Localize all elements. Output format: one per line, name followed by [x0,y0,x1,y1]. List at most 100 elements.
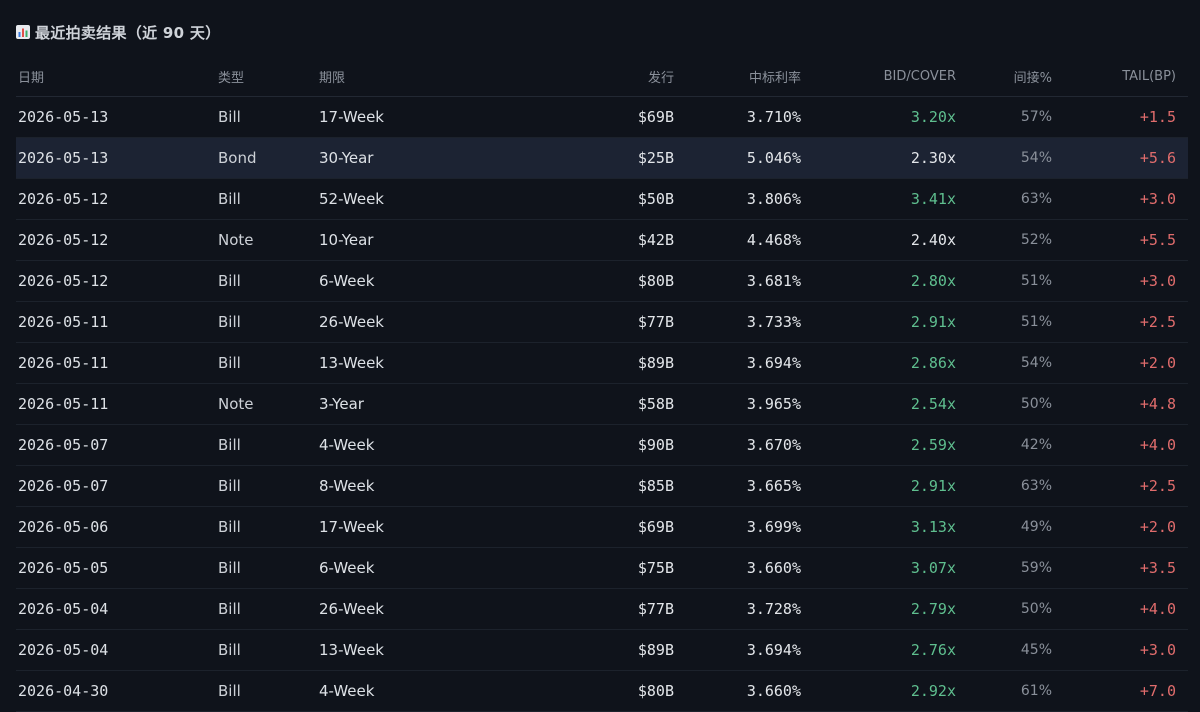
cell-term: 17-Week [319,506,471,548]
cell-rate: 3.733% [674,301,801,343]
cell-date: 2026-05-12 [16,178,218,220]
header-type[interactable]: 类型 [218,56,319,97]
cell-rate: 3.660% [674,547,801,589]
cell-date: 2026-05-06 [16,506,218,548]
cell-amount: $69B [471,506,674,548]
table-row[interactable]: 2026-04-30 Bill 4-Week $80B 3.660% 2.92x 61% +7… [16,670,1188,712]
cell-amount: $58B [471,383,674,425]
cell-rate: 3.694% [674,342,801,384]
table-row[interactable]: 2026-05-12 Bill 52-Week $50B 3.806% 3.41x 63% +… [16,178,1188,220]
cell-bid-cover: 2.80x [801,260,956,302]
cell-amount: $89B [471,629,674,671]
cell-rate: 3.728% [674,588,801,630]
cell-date: 2026-04-30 [16,670,218,712]
header-tail[interactable]: TAIL(BP) [1052,56,1188,97]
page-title-text: 最近拍卖结果（近 90 天） [35,23,221,42]
cell-date: 2026-05-13 [16,137,218,179]
table-row[interactable]: 2026-05-04 Bill 26-Week $77B 3.728% 2.79x 50% +… [16,588,1188,630]
cell-bid-cover: 3.13x [801,506,956,548]
cell-amount: $25B [471,137,674,179]
cell-type: Bill [218,588,319,630]
cell-term: 13-Week [319,629,471,671]
cell-tail: +4.8 [1052,383,1188,425]
header-indirect[interactable]: 间接% [956,56,1052,97]
cell-bid-cover: 2.30x [801,137,956,179]
cell-bid-cover: 2.86x [801,342,956,384]
table-row[interactable]: 2026-05-06 Bill 17-Week $69B 3.699% 3.13x 49% +… [16,506,1188,548]
cell-term: 4-Week [319,670,471,712]
cell-term: 6-Week [319,547,471,589]
cell-amount: $77B [471,588,674,630]
cell-term: 17-Week [319,96,471,138]
cell-rate: 3.660% [674,670,801,712]
cell-date: 2026-05-05 [16,547,218,589]
table-row[interactable]: 2026-05-12 Note 10-Year $42B 4.468% 2.40x 52% +… [16,219,1188,261]
cell-type: Bill [218,424,319,466]
cell-indirect: 63% [956,465,1052,507]
cell-amount: $42B [471,219,674,261]
cell-tail: +2.0 [1052,506,1188,548]
table-row[interactable]: 2026-05-13 Bill 17-Week $69B 3.710% 3.20x 57% +… [16,96,1188,138]
cell-type: Bill [218,547,319,589]
cell-amount: $89B [471,342,674,384]
table-row[interactable]: 2026-05-07 Bill 4-Week $90B 3.670% 2.59x 42% +4… [16,424,1188,466]
cell-bid-cover: 2.79x [801,588,956,630]
cell-date: 2026-05-04 [16,588,218,630]
cell-rate: 3.665% [674,465,801,507]
cell-date: 2026-05-07 [16,424,218,466]
cell-type: Bill [218,506,319,548]
cell-bid-cover: 3.41x [801,178,956,220]
cell-date: 2026-05-12 [16,219,218,261]
cell-term: 4-Week [319,424,471,466]
table-row[interactable]: 2026-05-05 Bill 6-Week $75B 3.660% 3.07x 59% +3… [16,547,1188,589]
cell-tail: +2.0 [1052,342,1188,384]
cell-rate: 5.046% [674,137,801,179]
cell-bid-cover: 2.92x [801,670,956,712]
cell-amount: $80B [471,260,674,302]
cell-rate: 3.670% [674,424,801,466]
header-term[interactable]: 期限 [319,56,471,97]
cell-tail: +4.0 [1052,424,1188,466]
table-row[interactable]: 2026-05-11 Bill 26-Week $77B 3.733% 2.91x 51% +… [16,301,1188,343]
cell-amount: $77B [471,301,674,343]
cell-type: Bill [218,260,319,302]
table-row[interactable]: 2026-05-11 Bill 13-Week $89B 3.694% 2.86x 54% +… [16,342,1188,384]
table-row[interactable]: 2026-05-07 Bill 8-Week $85B 3.665% 2.91x 63% +2… [16,465,1188,507]
cell-rate: 3.806% [674,178,801,220]
cell-tail: +3.0 [1052,178,1188,220]
table-row[interactable]: 2026-05-13 Bond 30-Year $25B 5.046% 2.30x 54% +… [16,137,1188,179]
cell-term: 13-Week [319,342,471,384]
header-amount[interactable]: 发行 [471,56,674,97]
table-row[interactable]: 2026-05-12 Bill 6-Week $80B 3.681% 2.80x 51% +3… [16,260,1188,302]
cell-term: 26-Week [319,588,471,630]
header-date[interactable]: 日期 [16,56,218,97]
cell-term: 30-Year [319,137,471,179]
cell-indirect: 51% [956,260,1052,302]
cell-tail: +3.0 [1052,260,1188,302]
cell-tail: +4.0 [1052,588,1188,630]
header-bid-cover[interactable]: BID/COVER [801,56,956,97]
cell-indirect: 61% [956,670,1052,712]
cell-amount: $90B [471,424,674,466]
table-row[interactable]: 2026-05-04 Bill 13-Week $89B 3.694% 2.76x 45% +… [16,629,1188,671]
cell-tail: +3.0 [1052,629,1188,671]
cell-bid-cover: 2.76x [801,629,956,671]
cell-amount: $50B [471,178,674,220]
cell-date: 2026-05-11 [16,301,218,343]
cell-indirect: 50% [956,588,1052,630]
cell-rate: 3.710% [674,96,801,138]
cell-type: Bill [218,178,319,220]
cell-type: Note [218,383,319,425]
cell-rate: 3.965% [674,383,801,425]
cell-term: 10-Year [319,219,471,261]
auction-results-table: 日期 类型 期限 发行 中标利率 BID/COVER 间接% TAIL(BP) … [16,56,1188,712]
cell-type: Bill [218,629,319,671]
header-rate[interactable]: 中标利率 [674,56,801,97]
table-row[interactable]: 2026-05-11 Note 3-Year $58B 3.965% 2.54x 50% +4… [16,383,1188,425]
cell-amount: $80B [471,670,674,712]
cell-tail: +2.5 [1052,301,1188,343]
cell-tail: +3.5 [1052,547,1188,589]
cell-type: Note [218,219,319,261]
cell-indirect: 50% [956,383,1052,425]
cell-date: 2026-05-12 [16,260,218,302]
